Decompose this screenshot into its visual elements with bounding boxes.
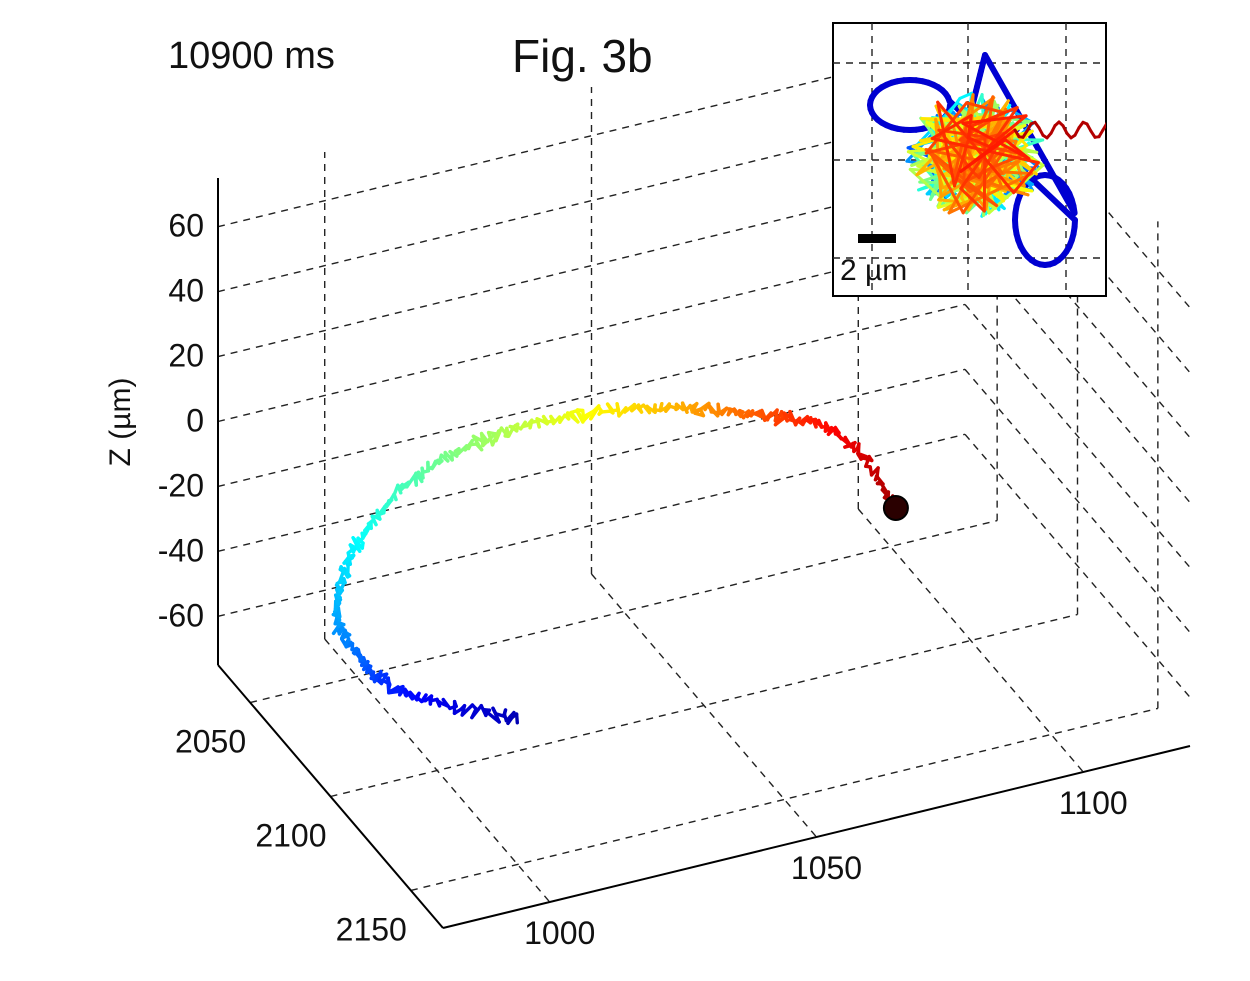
inset-trajectory-segment	[1101, 122, 1106, 132]
inset-trajectory-segment	[1123, 132, 1127, 138]
inset-trajectory-segment	[1111, 123, 1115, 129]
inset-trajectory-segment	[959, 128, 1017, 173]
inset-trajectory-segment	[952, 175, 999, 208]
inset-trajectory-segment	[930, 137, 1040, 165]
grid-line	[330, 613, 1078, 798]
figure-title: Fig. 3b	[512, 30, 653, 82]
x-tick-label: 1100	[1059, 785, 1128, 821]
grid-line	[964, 303, 1191, 568]
inset-trajectory	[867, 52, 1131, 268]
z-tick-label: 40	[168, 273, 204, 309]
y-tick-label: 2050	[175, 724, 246, 760]
inset-trajectory-segment	[947, 172, 1034, 215]
trajectory-segment	[481, 432, 497, 448]
trajectory-segment	[569, 410, 580, 424]
trajectory-segment	[575, 408, 585, 424]
x-tick-label: 1000	[524, 915, 595, 951]
scale-bar-label: 2 µm	[840, 254, 907, 287]
x-tick-label: 1050	[791, 850, 862, 886]
end-marker	[882, 494, 909, 521]
grid-line	[857, 508, 1084, 773]
inset-trajectory-segment	[982, 135, 987, 213]
inset-trajectory-segment	[965, 101, 1005, 114]
x-axis-ticks: 1000 1050 1100	[524, 785, 1128, 951]
inset-trajectory-segment	[1115, 129, 1119, 136]
grid-line	[410, 707, 1159, 892]
grid-line	[217, 303, 966, 488]
inset-trajectory-segment	[930, 114, 973, 140]
z-axis-ticks: 60 40 20 0 -20 -40 -60	[158, 208, 204, 634]
inset-trajectory-segment	[928, 150, 965, 215]
grid-line	[964, 368, 1191, 633]
inset-trajectory-segment	[961, 121, 1031, 161]
z-tick-label: -60	[158, 597, 204, 633]
timestamp-label: 10900 ms	[168, 35, 335, 77]
y-tick-label: 2150	[336, 911, 407, 947]
scale-bar	[858, 234, 896, 243]
axis-line	[442, 745, 1191, 929]
y-tick-label: 2100	[255, 818, 326, 854]
inset-trajectory-segment	[1003, 138, 1031, 161]
trajectory-segment	[351, 536, 364, 550]
inset-trajectory-segment	[1012, 161, 1040, 195]
inset-trajectory-segment	[924, 101, 969, 155]
z-axis-label: Z (µm)	[104, 378, 137, 467]
trajectory-segment	[589, 405, 601, 421]
z-tick-label: -20	[158, 467, 204, 503]
inset-trajectory-segment	[966, 136, 991, 148]
grid-line	[217, 368, 966, 553]
inset-panel: 2 µm	[832, 22, 1131, 297]
z-tick-label: 20	[168, 338, 204, 374]
inset-trajectory-segment	[958, 91, 974, 100]
inset-trajectory-segment	[1119, 136, 1123, 138]
trajectory-segment	[788, 409, 798, 427]
grid-line	[590, 573, 818, 838]
z-tick-label: 0	[186, 403, 204, 439]
inset-trajectory-segment	[936, 100, 956, 188]
trajectory-3d	[331, 401, 909, 725]
z-tick-label: -40	[158, 532, 204, 568]
grid-line	[249, 519, 998, 704]
trajectory-segment	[494, 426, 504, 443]
axis-line	[217, 664, 444, 929]
inset-trajectory-segment	[961, 114, 1028, 125]
z-tick-label: 60	[168, 208, 204, 244]
inset-trajectory-segment	[924, 131, 1006, 155]
inset-trajectory-segment	[1127, 125, 1131, 133]
y-axis-ticks: 2050 2100 2150	[175, 724, 407, 948]
grid-line	[217, 433, 966, 617]
inset-trajectory-segment	[959, 187, 986, 213]
grid-line	[964, 433, 1191, 698]
